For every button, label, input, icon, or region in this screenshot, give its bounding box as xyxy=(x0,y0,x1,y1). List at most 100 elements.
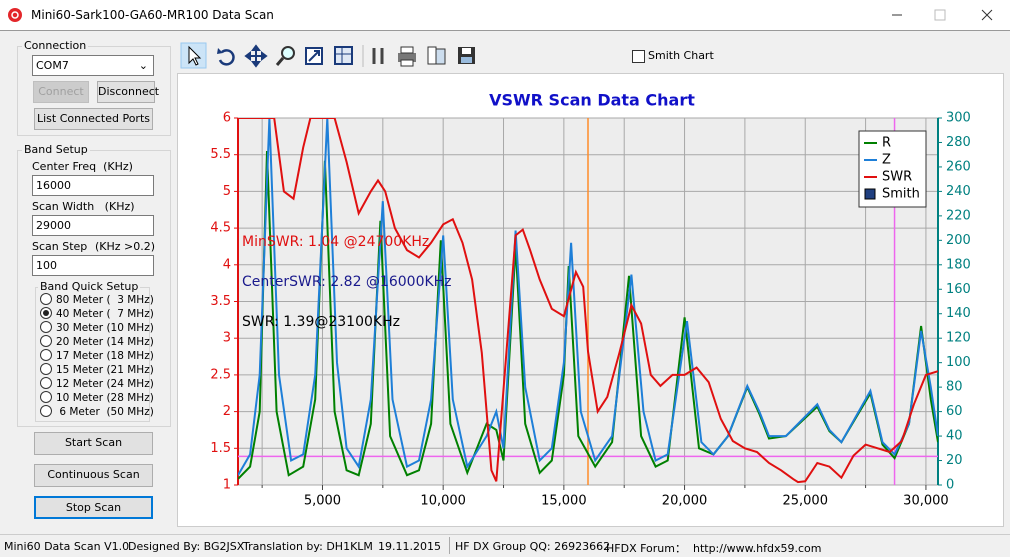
step-hint: (KHz >0.2) xyxy=(95,240,156,253)
center-input[interactable]: 16000 xyxy=(32,175,154,196)
tool-pan[interactable] xyxy=(244,44,268,68)
band-label: 15 Meter (21 MHz) xyxy=(56,364,154,376)
title-bar: Mini60-Sark100-GA60-MR100 Data Scan xyxy=(0,0,1010,30)
y2-tick-label: 20 xyxy=(946,453,963,468)
y-tick-label: 4 xyxy=(223,257,231,272)
x-tick-label: 30,000 xyxy=(903,494,949,509)
group-label: Connection xyxy=(22,39,89,52)
stop-button[interactable]: Stop Scan xyxy=(34,496,153,519)
band-radio[interactable]: 40 Meter ( 7 MHz) xyxy=(40,307,154,320)
radio-dot[interactable] xyxy=(40,377,52,389)
band-label: 20 Meter (14 MHz) xyxy=(56,336,154,348)
annotation: CenterSWR: 2.82 @16000KHz xyxy=(242,274,452,290)
legend-label: R xyxy=(882,136,891,151)
radio-dot[interactable] xyxy=(40,363,52,375)
chart-title: VSWR Scan Data Chart xyxy=(489,91,695,110)
checkbox-box[interactable] xyxy=(632,50,645,63)
y2-tick-label: 40 xyxy=(946,429,963,444)
port-value: COM7 xyxy=(36,59,69,72)
y2-tick-label: 280 xyxy=(946,135,971,150)
tool-reset[interactable] xyxy=(218,49,235,66)
dropdown-arrow: ⌄ xyxy=(138,59,148,72)
legend-label: Smith xyxy=(882,187,920,202)
group-label: Band Quick Setup xyxy=(38,280,141,293)
status-text: Designed By: BG2JSX xyxy=(128,540,245,553)
tool-settings[interactable] xyxy=(372,48,384,64)
band-label: 40 Meter ( 7 MHz) xyxy=(56,308,154,320)
plot-lines xyxy=(238,118,938,485)
y2-tick-label: 140 xyxy=(946,306,971,321)
series-line xyxy=(238,118,938,476)
y2-tick-label: 240 xyxy=(946,184,971,199)
y2-tick-label: 180 xyxy=(946,257,971,272)
status-bar xyxy=(0,534,1010,557)
y-tick-label: 4.5 xyxy=(210,221,231,236)
status-text: Mini60 Data Scan V1.0 xyxy=(4,540,130,553)
chart: VSWR Scan Data Chart 1 1.5 2 2.5 3 3.5 4 4.5 5 5.5… xyxy=(177,73,1004,527)
step-input[interactable]: 100 xyxy=(32,255,154,276)
status-text: 19.11.2015 xyxy=(378,540,441,553)
radio-dot[interactable] xyxy=(40,405,52,417)
y2-tick-label: 300 xyxy=(946,111,971,126)
checkbox-label: Smith Chart xyxy=(648,49,714,62)
band-label: 12 Meter (24 MHz) xyxy=(56,378,154,390)
band-radio[interactable]: 20 Meter (14 MHz) xyxy=(40,335,154,348)
radio-dot[interactable] xyxy=(40,335,52,347)
x-tick-label: 20,000 xyxy=(662,494,708,509)
band-radio[interactable]: 6 Meter (50 MHz) xyxy=(40,405,154,418)
tool-copy[interactable] xyxy=(427,46,437,65)
status-separator xyxy=(449,537,450,554)
y-tick-label: 5 xyxy=(223,184,231,199)
y2-tick-label: 220 xyxy=(946,208,971,223)
radio-dot[interactable] xyxy=(40,307,52,319)
radio-dot[interactable] xyxy=(40,293,52,305)
port-select[interactable]: COM7 ⌄ xyxy=(32,55,154,76)
continuous-button[interactable]: Continuous Scan xyxy=(34,464,153,487)
y-tick-label: 2 xyxy=(223,404,231,419)
y2-tick-label: 60 xyxy=(946,404,963,419)
list-ports-button[interactable]: List Connected Ports xyxy=(34,108,153,130)
x-tick-label: 25,000 xyxy=(782,494,828,509)
band-radio[interactable]: 10 Meter (28 MHz) xyxy=(40,391,154,404)
band-radio[interactable]: 80 Meter ( 3 MHz) xyxy=(40,293,154,306)
y-tick-label: 3 xyxy=(223,331,231,346)
title-border xyxy=(0,30,1010,31)
toolbar xyxy=(180,42,475,69)
y2-tick-label: 120 xyxy=(946,331,971,346)
band-radio[interactable]: 15 Meter (21 MHz) xyxy=(40,363,154,376)
disconnect-button[interactable]: Disconnect xyxy=(97,81,159,103)
tool-fit[interactable] xyxy=(334,46,353,65)
band-label: 10 Meter (28 MHz) xyxy=(56,392,154,404)
radio-dot[interactable] xyxy=(40,321,52,333)
band-label: 17 Meter (18 MHz) xyxy=(56,350,154,362)
band-radio[interactable]: 12 Meter (24 MHz) xyxy=(40,377,154,390)
radio-dot[interactable] xyxy=(40,349,52,361)
width-input[interactable]: 29000 xyxy=(32,215,154,236)
start-button[interactable]: Start Scan xyxy=(34,432,153,455)
center-label: Center Freq (KHz) xyxy=(32,160,133,173)
y-tick-label: 6 xyxy=(223,111,231,126)
band-label: 6 Meter (50 MHz) xyxy=(56,406,154,418)
annotation: SWR: 1.39@23100KHz xyxy=(242,314,400,330)
y2-tick-label: 0 xyxy=(946,478,954,493)
group-label: Band Setup xyxy=(22,143,90,156)
connection-group xyxy=(17,46,171,136)
band-radio[interactable]: 30 Meter (10 MHz) xyxy=(40,321,154,334)
y-tick-label: 1.5 xyxy=(210,441,231,456)
status-text: HFDX Forum： http://www.hfdx59.com xyxy=(606,542,822,555)
band-radio[interactable]: 17 Meter (18 MHz) xyxy=(40,349,154,362)
radio-dot[interactable] xyxy=(40,391,52,403)
x-tick-label: 15,000 xyxy=(541,494,587,509)
y-tick-label: 1 xyxy=(223,478,231,493)
y-tick-label: 2.5 xyxy=(210,367,231,382)
y2-tick-label: 200 xyxy=(946,233,971,248)
tool-zoom[interactable] xyxy=(281,46,295,60)
y-tick-label: 3.5 xyxy=(210,294,231,309)
status-text: HF DX Group QQ: 26923662 xyxy=(455,540,611,553)
window-controls[interactable] xyxy=(880,0,1010,30)
connect-button[interactable]: Connect xyxy=(33,81,89,103)
tool-print[interactable] xyxy=(398,53,416,62)
legend-swatch xyxy=(864,188,876,200)
app-icon xyxy=(8,8,22,22)
